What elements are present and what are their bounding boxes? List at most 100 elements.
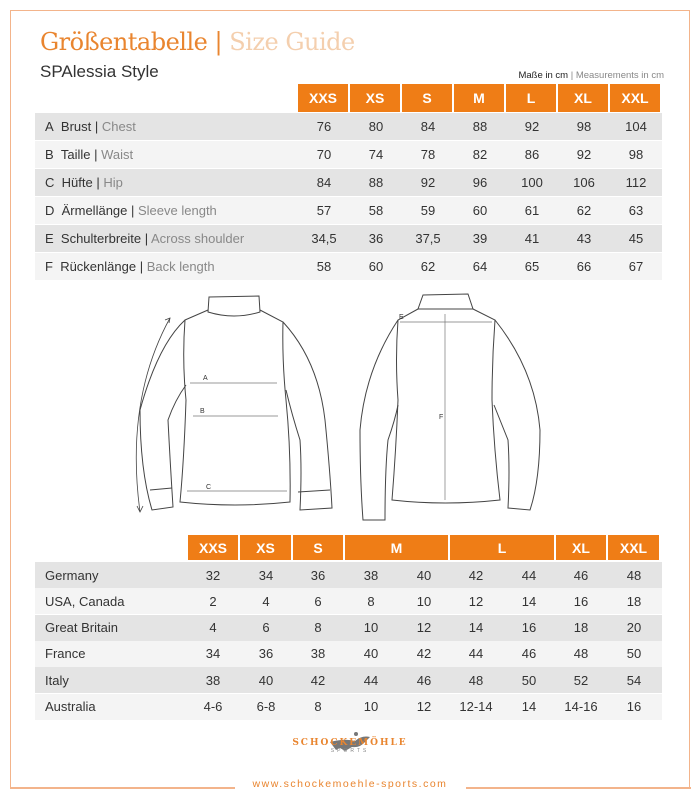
table-cell: 78	[420, 147, 436, 162]
units-note: Maße in cm | Measurements in cm	[518, 70, 664, 81]
table-cell: 44	[468, 646, 484, 662]
row-letter: A	[45, 119, 54, 134]
table-cell: 4-6	[203, 699, 223, 714]
table-cell: 74	[368, 147, 384, 162]
row-label: A Brust | Chest	[45, 119, 136, 134]
table-row: C Hüfte | Hip 84 88 92 96 100 106 112	[35, 169, 662, 196]
label-f: F	[439, 414, 443, 421]
table-row: France 34 36 38 40 42 44 46 48 50	[35, 640, 662, 667]
row-label-en: Hip	[103, 175, 123, 190]
table-cell: 6	[314, 593, 322, 609]
label-b: B	[200, 408, 205, 415]
size-header: XS	[240, 535, 293, 560]
table-cell: 10	[363, 699, 379, 714]
table-cell: 88	[472, 119, 488, 134]
label-e: E	[399, 314, 404, 321]
table-cell: 32	[205, 567, 221, 583]
row-label-de: Brust	[60, 119, 92, 134]
row-letter: C	[45, 175, 55, 190]
table-cell: 42	[468, 567, 484, 583]
table-cell: 66	[576, 259, 592, 274]
row-label-en: Across shoulder	[151, 231, 245, 246]
website-url: www.schockemoehle-sports.com	[252, 778, 448, 790]
table-cell: 12	[416, 699, 432, 714]
table-cell: 106	[573, 175, 595, 190]
table-cell: 34,5	[311, 231, 337, 246]
table-cell: 58	[316, 259, 332, 274]
table-cell: 44	[521, 567, 537, 583]
table-cell: 46	[416, 672, 432, 688]
table-cell: 52	[573, 672, 589, 688]
table-row: Australia 4-6 6-8 8 10 12 12-14 14 14-16 16	[35, 693, 662, 720]
logo-brand: SCHOCKEMÖHLE	[292, 738, 408, 748]
table-cell: 36	[258, 646, 274, 662]
row-label: E Schulterbreite | Across shoulder	[45, 231, 245, 246]
row-label: F Rückenlänge | Back length	[45, 259, 215, 274]
size-header: L	[450, 535, 556, 560]
table-cell: 112	[625, 175, 647, 190]
table-cell: 34	[205, 646, 221, 662]
table-cell: 62	[576, 203, 592, 218]
table-cell: 16	[573, 593, 589, 609]
row-label-en: Chest	[101, 119, 136, 134]
table-cell: 12-14	[459, 699, 493, 714]
row-label-en: Sleeve length	[138, 203, 217, 218]
table-row: Germany 32 34 36 38 40 42 44 46 48	[35, 562, 662, 588]
table-cell: 86	[524, 147, 540, 162]
table-row: Italy 38 40 42 44 46 48 50 52 54	[35, 667, 662, 694]
table-cell: 50	[521, 672, 537, 688]
table-cell: 2	[209, 593, 217, 609]
table-cell: 54	[626, 672, 642, 688]
table-cell: 38	[205, 672, 221, 688]
table-cell: 42	[310, 672, 326, 688]
brand-logo: SCHOCKEMÖHLE SPORTS	[290, 738, 410, 754]
table-row: D Ärmellänge | Sleeve length 57 58 59 60 61 62…	[35, 197, 662, 224]
size-header: XXL	[608, 535, 661, 560]
table-cell: 10	[416, 593, 432, 609]
table-cell: 60	[368, 259, 384, 274]
country-label: Italy	[45, 672, 69, 688]
row-label-de: Hüfte	[61, 175, 93, 190]
table-cell: 34	[258, 567, 274, 583]
table-cell: 76	[316, 119, 332, 134]
table-cell: 61	[524, 203, 540, 218]
row-letter: D	[45, 203, 55, 218]
row-label-de: Schulterbreite	[60, 231, 142, 246]
row-label: B Taille | Waist	[45, 147, 134, 162]
table-cell: 42	[416, 646, 432, 662]
table-cell: 92	[420, 175, 436, 190]
frame-bottom-left	[10, 787, 235, 789]
table-cell: 46	[521, 646, 537, 662]
table-cell: 40	[258, 672, 274, 688]
size-header: XXS	[298, 84, 350, 112]
row-letter: F	[45, 259, 53, 274]
table-cell: 88	[368, 175, 384, 190]
table-cell: 64	[472, 259, 488, 274]
subtitle: SPAlessia Style	[40, 62, 159, 81]
row-label-de: Rückenlänge	[60, 259, 137, 274]
size-header: S	[293, 535, 345, 560]
table-cell: 14	[521, 699, 537, 714]
page-frame	[10, 10, 690, 788]
table-row: F Rückenlänge | Back length 58 60 62 64 65 66 6…	[35, 253, 662, 280]
title-en: Size Guide	[229, 28, 355, 56]
size-header: M	[454, 84, 506, 112]
table-cell: 92	[524, 119, 540, 134]
row-label: C Hüfte | Hip	[45, 175, 123, 190]
table-cell: 38	[363, 567, 379, 583]
table-cell: 62	[420, 259, 436, 274]
label-a: A	[203, 375, 208, 382]
units-en: Measurements in cm	[575, 70, 664, 81]
table-cell: 40	[416, 567, 432, 583]
table-cell: 43	[576, 231, 592, 246]
table-cell: 96	[472, 175, 488, 190]
table-cell: 10	[363, 620, 379, 636]
size-header: XL	[558, 84, 610, 112]
table-row: USA, Canada 2 4 6 8 10 12 14 16 18	[35, 588, 662, 615]
table-cell: 63	[628, 203, 644, 218]
table-cell: 48	[468, 672, 484, 688]
table-cell: 65	[524, 259, 540, 274]
horse-rider-logo-icon	[330, 732, 370, 751]
table-cell: 14	[521, 593, 537, 609]
